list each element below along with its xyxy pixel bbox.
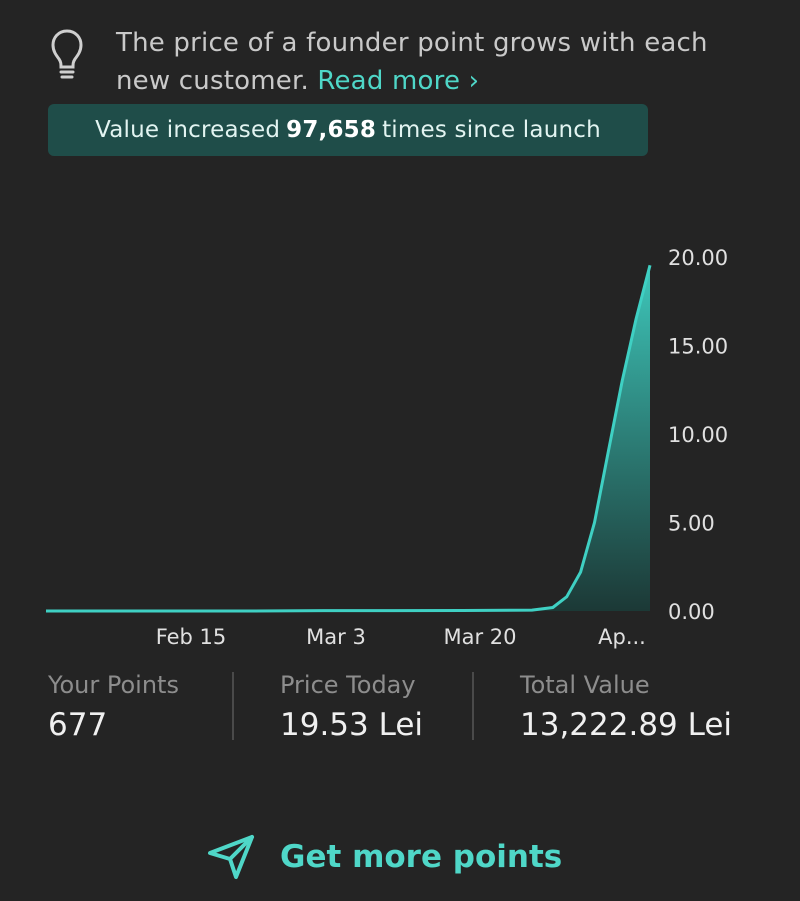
price-today-stat: Price Today 19.53 Lei	[280, 668, 423, 746]
get-more-points-label: Get more points	[280, 839, 563, 875]
stat-divider	[472, 672, 474, 740]
banner-value: 97,658	[286, 117, 377, 143]
y-tick-label: 20.00	[668, 246, 728, 270]
x-tick-label: Feb 15	[156, 625, 227, 649]
value-increase-banner: Value increased 97,658 times since launc…	[48, 104, 648, 156]
y-tick-label: 10.00	[668, 423, 728, 447]
y-tick-label: 0.00	[668, 600, 715, 624]
lightbulb-icon	[51, 29, 83, 79]
stats-row: Your Points 677 Price Today 19.53 Lei To…	[0, 668, 800, 748]
total-value-label: Total Value	[520, 671, 650, 699]
x-tick-label: Mar 3	[306, 625, 366, 649]
banner-suffix: times since launch	[382, 117, 601, 143]
price-today-label: Price Today	[280, 671, 416, 699]
total-value-stat: Total Value 13,222.89 Lei	[520, 668, 732, 746]
chart-area-fill	[46, 265, 650, 611]
send-icon	[208, 835, 254, 879]
price-today-value: 19.53 Lei	[280, 707, 424, 743]
price-chart: 20.00 15.00 10.00 5.00 0.00 Feb 15 Mar 3 Mar 2…	[45, 246, 728, 649]
read-more-link[interactable]: Read more ›	[317, 66, 480, 96]
total-value-value: 13,222.89 Lei	[520, 707, 733, 743]
your-points-stat: Your Points 677	[48, 668, 179, 746]
y-tick-label: 15.00	[668, 335, 728, 359]
get-more-points-button[interactable]: Get more points	[206, 832, 562, 882]
x-tick-label: Mar 20	[443, 625, 516, 649]
banner-prefix: Value increased	[95, 117, 281, 143]
info-message: The price of a founder point grows with …	[116, 28, 708, 96]
your-points-label: Your Points	[48, 671, 179, 699]
x-tick-label: Ap...	[598, 625, 646, 649]
y-tick-label: 5.00	[668, 512, 715, 536]
your-points-value: 677	[48, 707, 108, 743]
chart-series-line	[46, 264, 652, 613]
stat-divider	[232, 672, 234, 740]
info-text: The price of a founder point grows with …	[116, 24, 766, 100]
